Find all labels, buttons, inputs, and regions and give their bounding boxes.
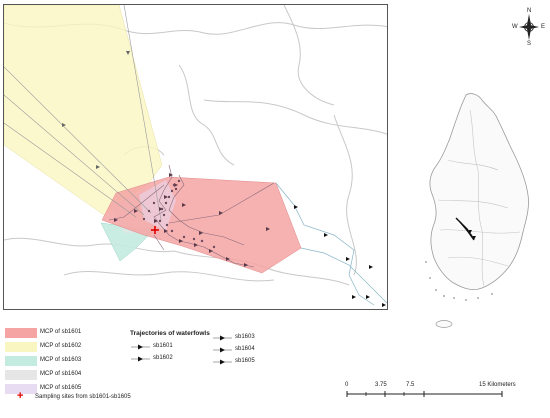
inset-map-canvas [425,93,529,328]
legend-swatch [5,342,37,352]
legend-swatch [5,328,37,338]
trajectory-arrow-icon [131,356,150,362]
legend-swatch [5,370,37,380]
legend-swatch [5,356,37,366]
scale-bar: 0 3.75 7.5 15 Kilometers [342,382,542,407]
legend-mcp-sb1604: MCP of sb1604 [5,370,145,380]
compass-north: N [527,8,532,14]
legend-mcp-sb1602: MCP of sb1602 [5,342,145,352]
legend-trajectory-sb1602: sb1602 [130,354,200,364]
admin-boundaries [4,5,387,286]
inset-map [408,90,538,330]
trajectory-arrow-icon [131,344,150,350]
mcp-sb1605-polygon [139,180,176,231]
trajectory-sb1602-arrows [62,51,130,169]
trajectory-arrow-icon [213,347,232,353]
legend-label: MCP of sb1603 [40,357,82,363]
legend-label: sb1602 [153,355,173,361]
legend-label: MCP of sb1601 [40,329,82,335]
legend-trajectory-sb1604: sb1604 [212,345,282,355]
legend-sampling-sites: + Sampling sites from sb1601-sb1605 [5,390,205,404]
scale-tick-label: 0 [345,382,349,388]
scale-bar-graphic [346,391,503,397]
legend-label: Sampling sites from sb1601-sb1605 [35,394,131,400]
compass-west: W [512,24,518,30]
legend-label: sb1603 [235,334,255,340]
compass: N S E W [512,8,546,48]
legend-swatch [5,384,37,394]
mcp-sb1601-polygon [101,176,302,274]
trajectory-east-arrowheads [294,205,386,307]
legend-trajectory-sb1605: sb1605 [212,357,282,367]
trajectory-sb1602-lines [4,5,162,221]
scale-tick-label: 15 Kilometers [479,382,516,388]
legend-label: MCP of sb1605 [40,385,82,391]
compass-east: E [541,24,546,30]
sampling-site-marker [151,226,159,234]
legend-trajectory-sb1603: sb1603 [212,333,282,343]
compass-south: S [527,41,532,47]
legend-trajectories-title: Trajectories of waterfowls [130,330,210,337]
legend-mcp-sb1603: MCP of sb1603 [5,356,145,366]
scale-tick-label: 7.5 [406,382,415,388]
legend-label: MCP of sb1602 [40,343,82,349]
mcp-sb1602-polygon [4,5,163,216]
legend-label: sb1604 [235,346,255,352]
legend-label: MCP of sb1604 [40,371,82,377]
location-points [142,179,216,249]
main-map[interactable] [3,4,388,310]
scale-tick-label: 3.75 [375,382,387,388]
trajectory-arrow-icon [213,359,232,365]
sampling-cross-icon: + [17,390,24,402]
trajectory-arrowheads [114,173,270,267]
compass-rose-icon [519,14,539,40]
map-canvas [4,5,387,307]
legend-label: sb1605 [235,358,255,364]
legend-label: sb1601 [153,343,173,349]
legend-trajectory-sb1601: sb1601 [130,342,200,352]
legend-mcp-sb1601: MCP of sb1601 [5,328,145,338]
trajectory-arrow-icon [213,335,232,341]
legend-mcp-sb1605: MCP of sb1605 [5,384,145,394]
trajectory-sb1603-lines [275,182,387,306]
